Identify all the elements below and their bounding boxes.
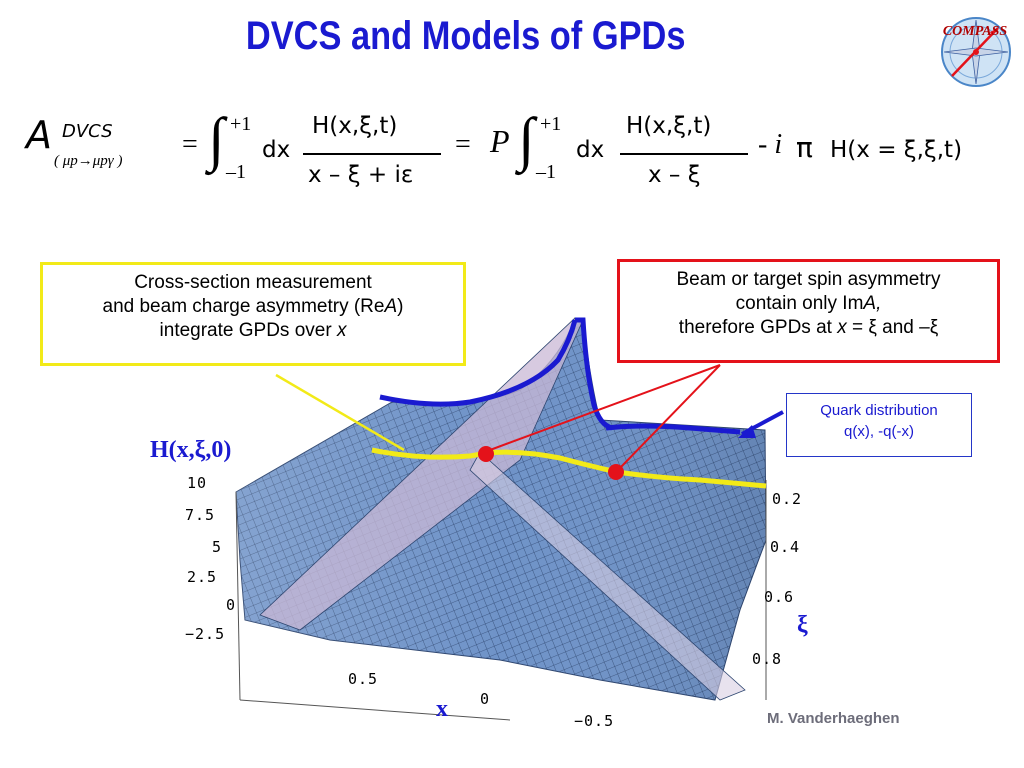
spin-line1: Beam or target spin asymmetry [676, 269, 941, 290]
page-title: DVCS and Models of GPDs [245, 14, 686, 58]
z-tick-5: 5 [212, 538, 223, 556]
spin-asymmetry-box: Beam or target spin asymmetry contain on… [617, 259, 1000, 363]
amplitude-subscript: ( μp→μpγ ) [54, 153, 123, 169]
quark-curve-right [605, 423, 741, 435]
cross-section-line3: integrate GPDs over x [159, 320, 347, 341]
z-tick-minus-2-5: −2.5 [185, 625, 226, 643]
z-axis-label: H(x,ξ,0) [150, 437, 232, 463]
integral-lower-1: –1 [226, 161, 246, 183]
minus-i: - i [758, 129, 783, 160]
x-axis-label: x [436, 696, 448, 722]
spin-line3: therefore GPDs at x = ξ and –ξ [678, 317, 939, 338]
amplitude-superscript: DVCS [62, 121, 113, 142]
integral-sign-1: ∫ [208, 106, 225, 172]
x-tick-0: 0 [480, 690, 491, 708]
xi-axis-label: ξ [797, 612, 808, 638]
equals-2: = [455, 129, 471, 160]
delta-term: H(x = ξ,ξ,t) [830, 137, 963, 163]
fraction-bar-1 [303, 153, 441, 155]
xi-tick-0-6: 0.6 [764, 588, 795, 606]
z-tick-0: 0 [226, 596, 237, 614]
equals-1: = [182, 129, 198, 160]
principal-value-symbol: P [490, 123, 510, 159]
logo-text: COMPASS [942, 24, 1008, 39]
blue-pointer-head [738, 425, 756, 438]
z-tick-10: 10 [187, 474, 208, 492]
dx-1: dx [262, 137, 291, 163]
cross-section-box: Cross-section measurement and beam charg… [40, 262, 466, 366]
quark-curve-peak [575, 317, 613, 431]
pi-symbol: π [796, 131, 813, 164]
x-tick-minus-0-5: −0.5 [574, 712, 615, 730]
quark-distribution-box: Quark distribution q(x), -q(-x) [786, 393, 972, 457]
red-pointer-2 [619, 364, 721, 469]
z-tick-2-5: 2.5 [187, 568, 218, 586]
spin-line2: contain only ImA, [735, 293, 882, 314]
numerator-1: H(x,ξ,t) [312, 113, 398, 139]
numerator-2: H(x,ξ,t) [626, 113, 712, 139]
xi-tick-0-4: 0.4 [770, 538, 801, 556]
integral-upper-1: +1 [230, 113, 252, 135]
integral-sign-2: ∫ [518, 106, 535, 172]
quark-line1: Quark distribution [820, 402, 938, 419]
red-pointer-1 [489, 364, 721, 451]
denominator-1: x – ξ + iε [308, 162, 414, 188]
compass-logo-graphic [941, 17, 1011, 87]
fraction-bar-2 [620, 153, 748, 155]
quark-line2: q(x), -q(-x) [844, 423, 914, 440]
ridge-crossing [469, 451, 746, 701]
cross-section-line2: and beam charge asymmetry (ReA) [102, 296, 404, 317]
denominator-2: x – ξ [648, 162, 701, 188]
dvcs-formula: A DVCS ( μp→μpγ ) = ∫ +1 –1 dx H(x,ξ,t) … [0, 95, 1024, 205]
integral-upper-2: +1 [540, 113, 562, 135]
quark-curve-left [379, 319, 578, 407]
dx-2: dx [576, 137, 605, 163]
integration-line [371, 447, 767, 489]
cross-section-line1: Cross-section measurement [134, 272, 372, 293]
yellow-pointer [275, 373, 405, 452]
compass-logo: COMPASS [932, 6, 1018, 90]
integral-lower-2: –1 [536, 161, 556, 183]
amplitude-symbol: A [26, 113, 52, 157]
z-tick-7-5: 7.5 [185, 506, 216, 524]
xi-tick-0-2: 0.2 [772, 490, 803, 508]
x-tick-0-5: 0.5 [348, 670, 379, 688]
xi-tick-0-8: 0.8 [752, 650, 783, 668]
author-credit: M. Vanderhaeghen [767, 710, 900, 727]
